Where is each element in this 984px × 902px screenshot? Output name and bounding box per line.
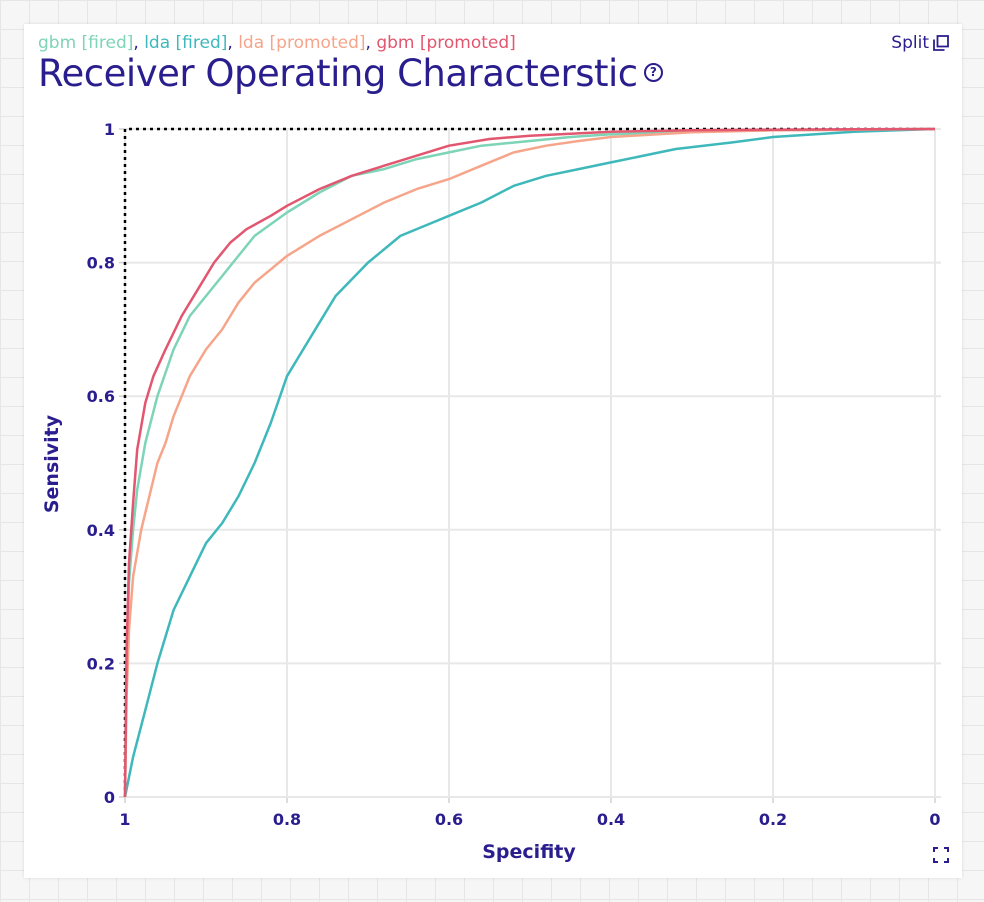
split-label: Split: [891, 33, 929, 53]
chart-title: Receiver Operating Characterstic?: [38, 52, 663, 95]
y-tick-label: 1: [104, 120, 115, 139]
reference-line: [123, 127, 935, 797]
legend: gbm [fired], lda [fired], lda [promoted]…: [38, 33, 516, 53]
roc-chart: 1 0.8 0.6 0.4 0.2 0 00.20.40.60.81 Specifity …: [41, 120, 941, 863]
legend-item-gbm-fired[interactable]: gbm [fired]: [38, 33, 134, 53]
y-tick-label: 0.6: [87, 387, 115, 406]
split-windows-icon: [933, 35, 949, 51]
y-tick-label: 0: [104, 788, 115, 807]
grid: [119, 128, 941, 803]
legend-separator: ,: [133, 33, 145, 53]
y-tick-label: 0.4: [87, 521, 115, 540]
y-ticks: 0 0.2 0.4 0.6 0.8 1: [87, 120, 115, 807]
y-tick-label: 0.8: [87, 254, 115, 273]
question-circle-icon[interactable]: ?: [643, 63, 663, 82]
y-axis-label: Sensivity: [41, 414, 63, 513]
series-group: [123, 127, 936, 798]
reference-line-group: [123, 127, 935, 797]
series-line-gbm-fired: [123, 127, 936, 798]
legend-item-lda-fired[interactable]: lda [fired]: [144, 33, 228, 53]
x-tick-label: 0.2: [759, 810, 787, 829]
legend-separator: ,: [365, 33, 377, 53]
x-tick-label: 0.4: [597, 810, 625, 829]
split-button[interactable]: Split: [891, 33, 949, 53]
x-tick-label: 0: [929, 810, 940, 829]
legend-item-gbm-promoted[interactable]: gbm [promoted]: [376, 33, 516, 53]
series-line-lda-promoted: [123, 127, 936, 798]
x-tick-label: 0.8: [273, 810, 301, 829]
roc-card: gbm [fired], lda [fired], lda [promoted]…: [24, 24, 962, 878]
x-tick-label: 0.6: [435, 810, 463, 829]
series-line-gbm-promoted: [123, 127, 936, 798]
y-tick-label: 0.2: [87, 654, 115, 673]
expand-icon[interactable]: [933, 847, 949, 863]
legend-separator: ,: [227, 33, 239, 53]
series-line-lda-fired: [123, 127, 936, 798]
chart-title-text: Receiver Operating Characterstic: [38, 52, 638, 95]
x-tick-label: 1: [119, 810, 130, 829]
x-ticks: 1 0.8 0.6 0.4 0.2 0: [119, 810, 940, 829]
x-axis-label: Specifity: [482, 841, 576, 863]
legend-item-lda-promoted[interactable]: lda [promoted]: [238, 33, 366, 53]
